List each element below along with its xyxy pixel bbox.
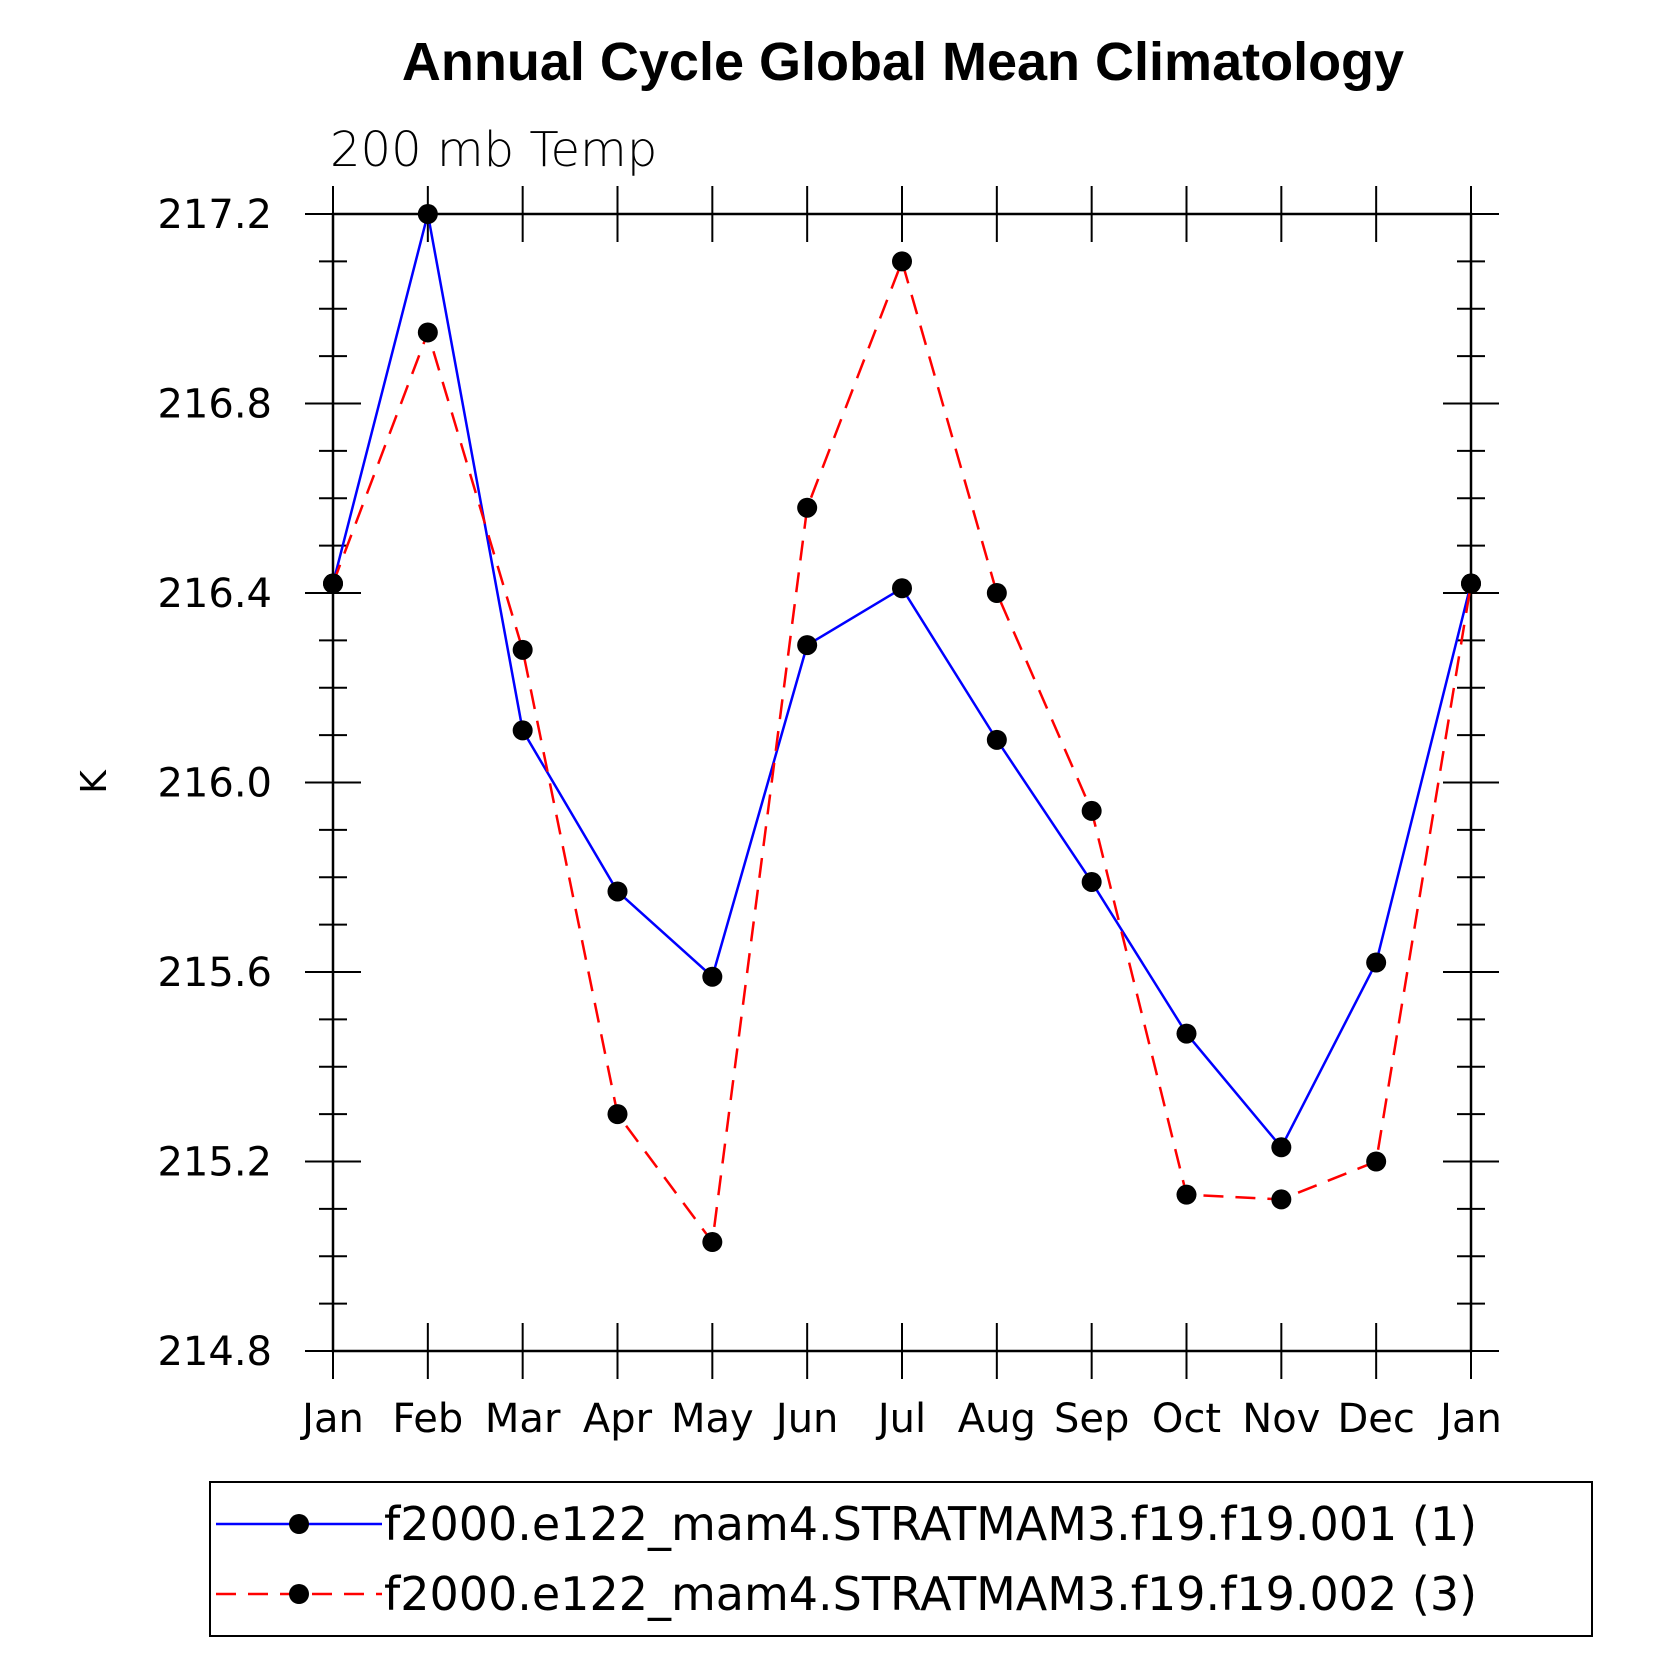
series-2-point xyxy=(702,1232,723,1253)
x-tick-label: Nov xyxy=(1242,1396,1320,1442)
x-tick-labels: Jan Feb Mar Apr May Jun Jul Aug Sep Oct Nov Dec Jan xyxy=(299,1396,1502,1442)
x-tick-label: Mar xyxy=(485,1396,561,1442)
legend-marker-series-1 xyxy=(289,1514,309,1534)
x-tick-label: May xyxy=(671,1396,754,1442)
series-1-point xyxy=(986,729,1007,750)
series-2-point xyxy=(1461,573,1481,594)
chart-subtitle: 200 mb Temp xyxy=(330,122,657,178)
chart-title: Annual Cycle Global Mean Climatology xyxy=(402,32,1404,92)
y-tick-label: 215.2 xyxy=(157,1140,272,1186)
series-line-1 xyxy=(331,213,1473,1150)
series-2-point xyxy=(1271,1189,1292,1210)
series-2-point xyxy=(1176,1184,1197,1205)
x-tick-label: Jan xyxy=(299,1396,364,1442)
x-tick-label: Jan xyxy=(1437,1396,1502,1442)
series-2-point xyxy=(607,1104,628,1125)
series-1-point xyxy=(512,720,533,741)
series-1-point xyxy=(702,966,723,987)
series-1-point xyxy=(1271,1137,1292,1158)
series-2-point xyxy=(797,497,818,518)
x-tick-label: Jun xyxy=(773,1396,839,1442)
series-2-point xyxy=(892,251,912,272)
y-tick-label: 216.4 xyxy=(157,571,272,617)
x-tick-label: Dec xyxy=(1337,1396,1414,1442)
y-tick-label: 214.8 xyxy=(157,1329,272,1375)
x-tick-label: Sep xyxy=(1054,1396,1129,1442)
series-1-point xyxy=(607,881,628,902)
series-line-2 xyxy=(331,257,1473,1246)
y-axis-label: K xyxy=(74,769,115,794)
x-tick-label: Feb xyxy=(392,1396,463,1442)
legend-marker-series-2 xyxy=(289,1584,309,1604)
x-tick-label: Jul xyxy=(875,1396,926,1442)
y-tick-labels: 214.8 215.2 215.6 216.0 216.4 216.8 217.2 xyxy=(157,192,272,1375)
series-2-point xyxy=(417,322,438,343)
series-2-point xyxy=(1366,1151,1387,1172)
series-layer xyxy=(323,204,1481,1253)
legend-box xyxy=(209,1481,1593,1637)
legend-label-series-1: f2000.e122_mam4.STRATMAM3.f19.f19.001 (1… xyxy=(384,1497,1477,1551)
series-1-point xyxy=(1366,952,1387,973)
series-1-point xyxy=(1176,1023,1197,1044)
series-1-point xyxy=(1081,871,1102,892)
axis-ticks xyxy=(305,186,1499,1379)
plot-frame xyxy=(331,212,1473,1353)
x-tick-label: Apr xyxy=(583,1396,653,1442)
y-tick-label: 217.2 xyxy=(157,192,272,238)
x-tick-label: Oct xyxy=(1152,1396,1221,1442)
series-2-point xyxy=(1081,800,1102,821)
y-tick-label: 216.8 xyxy=(157,382,272,428)
series-2-point xyxy=(512,639,533,660)
series-2-point xyxy=(323,573,343,594)
y-tick-label: 216.0 xyxy=(157,761,272,807)
series-2-point xyxy=(986,583,1007,603)
legend-label-series-2: f2000.e122_mam4.STRATMAM3.f19.f19.002 (3… xyxy=(384,1567,1477,1621)
y-tick-label: 215.6 xyxy=(157,950,272,996)
series-1-point xyxy=(892,578,912,599)
x-tick-label: Aug xyxy=(958,1396,1036,1442)
series-1-point xyxy=(417,204,438,224)
series-1-point xyxy=(797,635,818,656)
legend: f2000.e122_mam4.STRATMAM3.f19.f19.001 (1… xyxy=(209,1481,1593,1637)
